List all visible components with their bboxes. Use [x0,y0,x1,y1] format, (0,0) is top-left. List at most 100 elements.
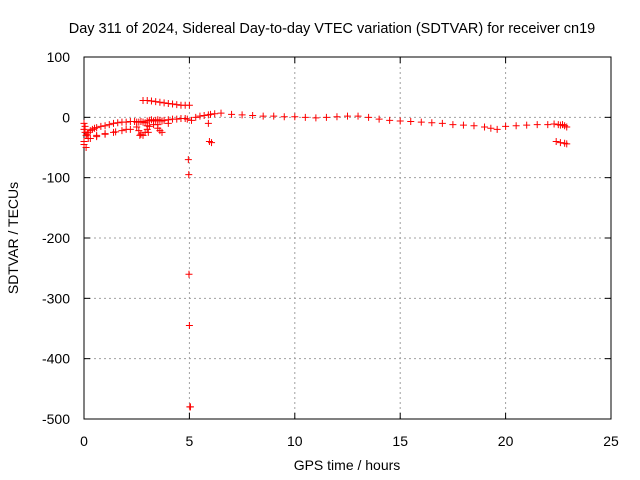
chart-title: Day 311 of 2024, Sidereal Day-to-day VTE… [69,21,596,37]
data-point [147,97,155,105]
y-tick-labels: 100 0 -100 -200 -300 -400 -500 [42,49,70,427]
data-point [169,100,177,108]
data-point [154,121,162,129]
data-point [259,112,267,120]
x-tick-label: 20 [498,433,514,449]
data-point [122,118,130,126]
data-point [110,119,118,127]
data-point [183,115,191,123]
data-point [83,130,91,138]
data-point [118,127,126,135]
data-point [512,122,520,130]
data-point [481,123,489,131]
x-tick-label: 15 [392,433,408,449]
y-tick-label: -200 [42,230,70,246]
data-point [133,123,141,131]
data-point [185,321,193,329]
data-point [206,110,214,118]
data-point [158,128,166,136]
data-point [93,124,101,132]
x-tick-labels: 0 5 10 15 20 25 [80,433,619,449]
data-point [164,99,172,107]
data-point [82,144,90,151]
data-point [487,124,495,132]
data-point [114,119,122,127]
data-point [97,122,105,130]
plot-frame [83,56,612,420]
data-point [196,112,204,120]
y-tick-label: 0 [62,109,70,125]
data-point [84,134,92,142]
x-tick-label: 25 [603,433,619,449]
data-point [188,116,196,124]
data-point [291,113,299,121]
data-point [375,115,383,123]
data-point [217,109,225,117]
data-point [185,270,193,278]
y-tick-label: 100 [47,49,71,65]
data-point [459,121,467,129]
y-tick-label: -100 [42,170,70,186]
data-point [192,113,200,121]
data-point [270,112,278,120]
x-tick-label: 10 [287,433,303,449]
data-point [81,122,89,130]
data-point [533,121,541,129]
data-point [186,403,194,411]
data-point [101,130,109,138]
data-point [550,120,558,128]
data-point [173,115,181,123]
data-point [200,112,208,120]
data-point [493,125,501,133]
data-point [136,131,144,139]
data-point [354,112,362,120]
data-point [386,116,394,124]
data-point [105,121,113,129]
data-point [407,118,415,126]
data-point [204,119,212,127]
data-point [112,128,120,136]
data-point [122,125,130,133]
data-point [160,116,168,124]
data-point [185,171,193,179]
data-points [80,96,571,411]
data-point [152,98,160,106]
y-tick-label: -400 [42,351,70,367]
data-point [101,122,109,130]
data-point [184,156,192,164]
data-point [428,119,436,127]
y-axis-label: SDTVAR / TECUs [5,182,21,294]
data-point [80,119,88,127]
data-point [164,119,172,127]
data-point [238,111,246,119]
data-point [563,123,571,131]
data-point [333,113,341,121]
y-tick-label: -500 [42,411,70,427]
x-tick-label: 5 [186,433,194,449]
data-point [249,112,257,120]
data-point [438,119,446,127]
data-point [312,114,320,122]
data-point [417,118,425,126]
data-point [556,139,564,147]
data-point [143,96,151,104]
data-point [563,140,571,148]
data-point [156,98,164,106]
data-point [396,117,404,125]
data-point [502,122,510,130]
data-point [344,112,351,120]
data-point [365,113,373,121]
data-point [523,121,531,129]
data-point [208,139,216,147]
data-point [80,125,88,133]
data-point [185,101,193,109]
data-point [449,121,457,129]
data-point [228,110,236,118]
data-point [322,113,330,121]
data-point [470,122,478,130]
data-point [552,137,560,145]
data-point [280,113,288,121]
data-point [173,101,181,109]
